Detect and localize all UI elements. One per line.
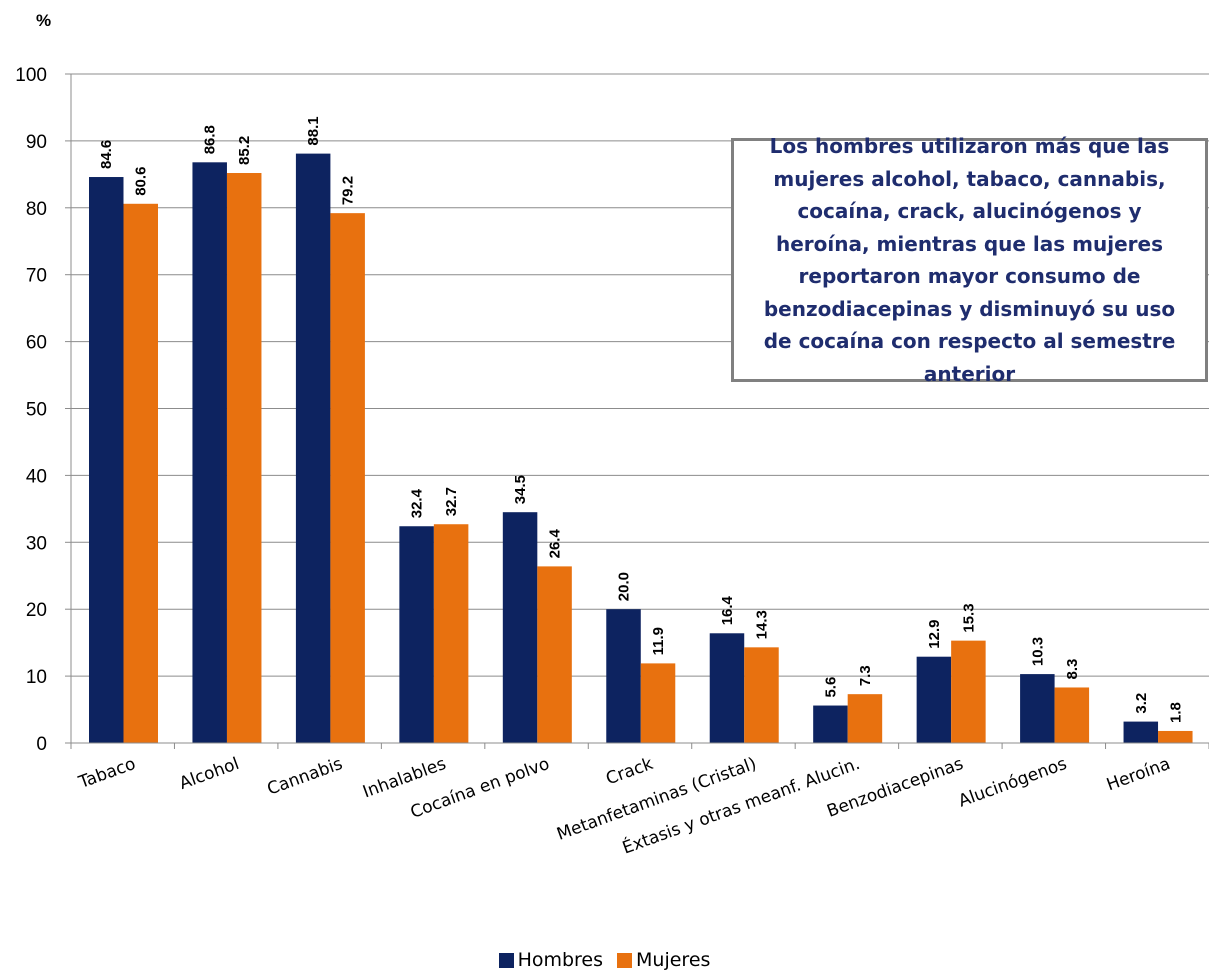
- data-label: 34.5: [512, 475, 529, 504]
- legend-item-hombres: Hombres: [498, 949, 604, 971]
- y-axis-unit-label: %: [36, 11, 51, 30]
- y-axis-ticks: 0 10 20 30 40 50 60 70 80 90 100: [15, 65, 71, 755]
- data-label: 26.4: [547, 529, 564, 559]
- bar-hombres: [813, 705, 848, 743]
- bar-mujeres: [744, 647, 779, 743]
- bar-mujeres: [123, 203, 158, 743]
- bar-mujeres: [847, 694, 883, 743]
- y-tick-label: 50: [26, 400, 47, 421]
- y-tick-label: 20: [26, 600, 47, 621]
- legend-swatch-hombres: [498, 952, 514, 968]
- data-label: 85.2: [236, 136, 253, 165]
- data-label: 80.6: [133, 167, 150, 196]
- data-label: 8.3: [1064, 659, 1081, 680]
- data-label: 79.2: [340, 176, 357, 205]
- data-label: 7.3: [857, 665, 874, 686]
- x-tick-label: Tabaco: [75, 754, 138, 793]
- data-label: 5.6: [822, 677, 839, 698]
- bar-hombres: [606, 609, 641, 743]
- bar-mujeres: [1158, 730, 1193, 743]
- legend-swatch-mujeres: [617, 952, 633, 968]
- data-label: 32.4: [409, 488, 426, 518]
- y-tick-label: 30: [26, 533, 47, 554]
- data-label: 12.9: [926, 619, 943, 648]
- y-tick-label: 0: [36, 734, 47, 755]
- bar-hombres: [502, 512, 538, 743]
- annotation-box: Los hombres utilizaron más que las mujer…: [731, 134, 1208, 386]
- data-label: 86.8: [202, 125, 219, 154]
- data-label: 15.3: [960, 603, 977, 632]
- legend: Hombres Mujeres: [0, 944, 1209, 976]
- legend-item-mujeres: Mujeres: [617, 949, 710, 971]
- bar-mujeres: [330, 213, 365, 744]
- bar-hombres: [89, 177, 124, 743]
- y-tick-label: 60: [26, 333, 47, 354]
- axes: [70, 74, 1209, 749]
- bar-hombres: [1020, 674, 1055, 743]
- x-tick-label: Crack: [603, 754, 656, 789]
- bar-hombres: [709, 633, 745, 743]
- x-tick-label: Heroína: [1104, 754, 1173, 795]
- bar-chart: % 0 10 20 30 40 50 60 70 80 90 100 84.6 80.6 86.8 85.…: [15, 11, 1209, 859]
- bar-hombres: [399, 526, 434, 743]
- y-tick-label: 70: [26, 266, 47, 287]
- data-label: 32.7: [443, 487, 460, 516]
- bar-mujeres: [537, 566, 572, 743]
- bar-hombres: [295, 153, 331, 744]
- data-label: 11.9: [650, 627, 667, 655]
- data-label: 1.8: [1167, 702, 1184, 723]
- bar-mujeres: [640, 663, 676, 743]
- annotation-text: Los hombres utilizaron más que las mujer…: [763, 134, 1176, 386]
- y-tick-label: 80: [26, 199, 47, 220]
- y-tick-label: 90: [26, 132, 47, 153]
- bar-mujeres: [951, 640, 986, 743]
- data-label: 3.2: [1133, 693, 1150, 714]
- data-label: 16.4: [719, 595, 736, 625]
- x-tick-label: Alcohol: [177, 754, 242, 794]
- legend-label-hombres: Hombres: [517, 949, 604, 971]
- bar-hombres: [916, 656, 952, 743]
- bar-mujeres: [1054, 687, 1090, 743]
- data-label: 88.1: [305, 116, 322, 145]
- x-tick-label: Cannabis: [265, 754, 346, 800]
- bar-hombres: [1123, 721, 1159, 743]
- y-tick-label: 40: [26, 466, 47, 487]
- data-label: 10.3: [1029, 637, 1046, 666]
- data-label: 20.0: [616, 572, 633, 601]
- data-labels: 84.6 80.6 86.8 85.2 88.1 79.2 32.4 32.7 34.5 26.4…: [98, 116, 1184, 723]
- bar-mujeres: [433, 524, 469, 743]
- data-label: 14.3: [753, 610, 770, 639]
- legend-label-mujeres: Mujeres: [636, 949, 711, 971]
- y-tick-label: 100: [15, 65, 47, 86]
- bar-mujeres: [226, 173, 262, 744]
- y-tick-label: 10: [26, 667, 47, 688]
- data-label: 84.6: [98, 140, 115, 169]
- x-tick-label: Alucinógenos: [956, 754, 1070, 812]
- bars: [89, 153, 1193, 744]
- bar-hombres: [192, 162, 227, 744]
